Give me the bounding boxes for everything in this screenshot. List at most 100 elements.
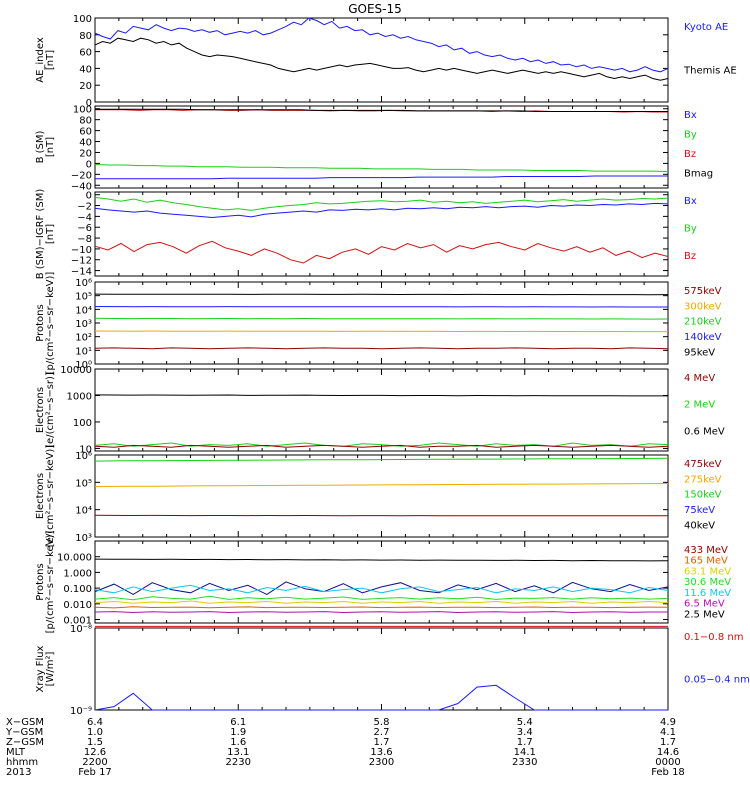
- series-line: [94, 442, 669, 447]
- chart-title: GOES-15: [348, 2, 402, 16]
- series-line: [94, 600, 669, 604]
- y-tick-label: 0: [86, 191, 92, 202]
- legend-label: 210keV: [684, 317, 722, 328]
- x-axis-row-value: 2300: [369, 757, 394, 768]
- x-axis-row-value: 1.6: [230, 737, 246, 748]
- series-line: [94, 581, 669, 595]
- series-line: [95, 108, 668, 112]
- x-axis-row-value: 1.7: [517, 737, 533, 748]
- y-tick-label: −20: [71, 170, 92, 181]
- x-axis-row-name: Z−GSM: [6, 737, 44, 748]
- series-line: [94, 606, 669, 609]
- y-tick-label: 10⁻⁹: [70, 706, 92, 717]
- series-line: [94, 37, 669, 81]
- series-line: [94, 514, 668, 517]
- y-tick-label: 60: [79, 127, 92, 138]
- x-axis-row-value: 4.1: [660, 727, 676, 738]
- y-tick-label: 10²: [75, 333, 92, 344]
- y-tick-label: 10⁻⁸: [70, 624, 92, 635]
- series-line: [94, 483, 669, 488]
- x-axis-row-value: 2.7: [374, 727, 390, 738]
- legend-label: 300keV: [684, 301, 722, 312]
- legend-label: Bz: [684, 149, 696, 160]
- legend-label: By: [684, 223, 697, 234]
- legend-label: Kyoto AE: [684, 22, 728, 33]
- y-tick-label: 0.100: [63, 584, 92, 595]
- y-tick-label: 20: [79, 148, 92, 159]
- y-tick-label: 10⁴: [75, 305, 92, 316]
- legend-label: 575keV: [684, 286, 722, 297]
- series-line: [94, 684, 668, 711]
- series-line: [94, 584, 669, 594]
- y-tick-label: 10⁶: [75, 451, 92, 462]
- y-tick-label: 100: [73, 14, 92, 25]
- series-line: [94, 330, 668, 333]
- legend-label: 275keV: [684, 474, 722, 485]
- x-axis-row-value: Feb 18: [651, 767, 685, 778]
- series-line: [94, 444, 669, 448]
- y-tick-label: 10⁶: [75, 278, 92, 289]
- legend-label: 63.1 MeV: [684, 566, 731, 577]
- x-axis-row-value: 5.4: [517, 717, 533, 728]
- legend-label: 433 MeV: [684, 545, 728, 556]
- y-tick-label: 10: [79, 444, 92, 455]
- legend-label: 75keV: [684, 505, 715, 516]
- y-axis-label: [W/m²]: [45, 651, 56, 686]
- y-tick-label: 0: [86, 98, 92, 109]
- y-axis-label: [p/(cm²−s−sr−keV)]: [45, 272, 56, 375]
- y-axis-label: [e/(cm²−s−sr)]: [45, 372, 56, 448]
- y-axis-label: B (SM): [35, 130, 46, 163]
- x-axis-row-value: 13.1: [227, 747, 249, 758]
- x-axis-row-value: 2330: [512, 757, 537, 768]
- legend-label: 0.05−0.4 nm: [684, 674, 750, 685]
- y-tick-label: 80: [79, 116, 92, 127]
- y-axis-label: B (SM)−IGRF (SM): [35, 189, 46, 280]
- series-line: [94, 611, 668, 614]
- series-line: [94, 347, 669, 350]
- x-axis-row-value: 6.1: [230, 717, 246, 728]
- y-tick-label: 10³: [75, 533, 92, 544]
- x-axis-row-value: 2230: [226, 757, 251, 768]
- legend-label: Bmag: [684, 168, 713, 179]
- y-tick-label: 0.010: [63, 600, 92, 611]
- legend-label: 2 MeV: [684, 400, 715, 411]
- series-line: [94, 202, 669, 219]
- x-axis-row-value: 2200: [82, 757, 107, 768]
- legend-label: 165 MeV: [684, 556, 728, 567]
- x-axis-row-value: 14.6: [657, 747, 679, 758]
- legend-label: Bz: [684, 251, 696, 262]
- legend-label: 95keV: [684, 347, 715, 358]
- legend-label: Bx: [684, 110, 697, 121]
- x-axis-row-value: 13.6: [370, 747, 392, 758]
- legend-label: 0.6 MeV: [684, 426, 725, 437]
- x-axis-row-value: 4.9: [660, 717, 676, 728]
- y-tick-label: 10.000: [57, 553, 92, 564]
- series-line: [94, 306, 668, 308]
- panel-frame: [94, 627, 669, 711]
- y-axis-label: Protons: [35, 563, 46, 600]
- series-line: [94, 196, 669, 211]
- x-axis-row-name: MLT: [6, 747, 26, 758]
- x-axis-row-value: 0000: [655, 757, 680, 768]
- y-tick-label: −4: [77, 212, 92, 223]
- y-tick-label: −12: [71, 256, 92, 267]
- series-line: [94, 293, 669, 296]
- legend-label: 6.5 MeV: [684, 599, 725, 610]
- series-line: [94, 558, 669, 562]
- y-tick-label: 0.001: [63, 616, 92, 627]
- y-tick-label: 10⁰: [75, 360, 92, 371]
- legend-label: 40keV: [684, 520, 715, 531]
- y-axis-label: [nT]: [45, 224, 56, 244]
- legend-label: 2.5 MeV: [684, 609, 725, 620]
- y-tick-label: 1.000: [63, 568, 92, 579]
- legend-label: By: [684, 129, 697, 140]
- x-axis-row-name: hhmm: [6, 757, 38, 768]
- panel-frame: [94, 368, 669, 452]
- x-axis-row-value: Feb 17: [78, 767, 112, 778]
- legend-label: 0.1−0.8 nm: [684, 632, 743, 643]
- legend-label: 150keV: [684, 490, 722, 501]
- y-tick-label: −8: [77, 234, 92, 245]
- y-axis-label: Xray Flux: [35, 645, 46, 692]
- series-line: [94, 394, 668, 397]
